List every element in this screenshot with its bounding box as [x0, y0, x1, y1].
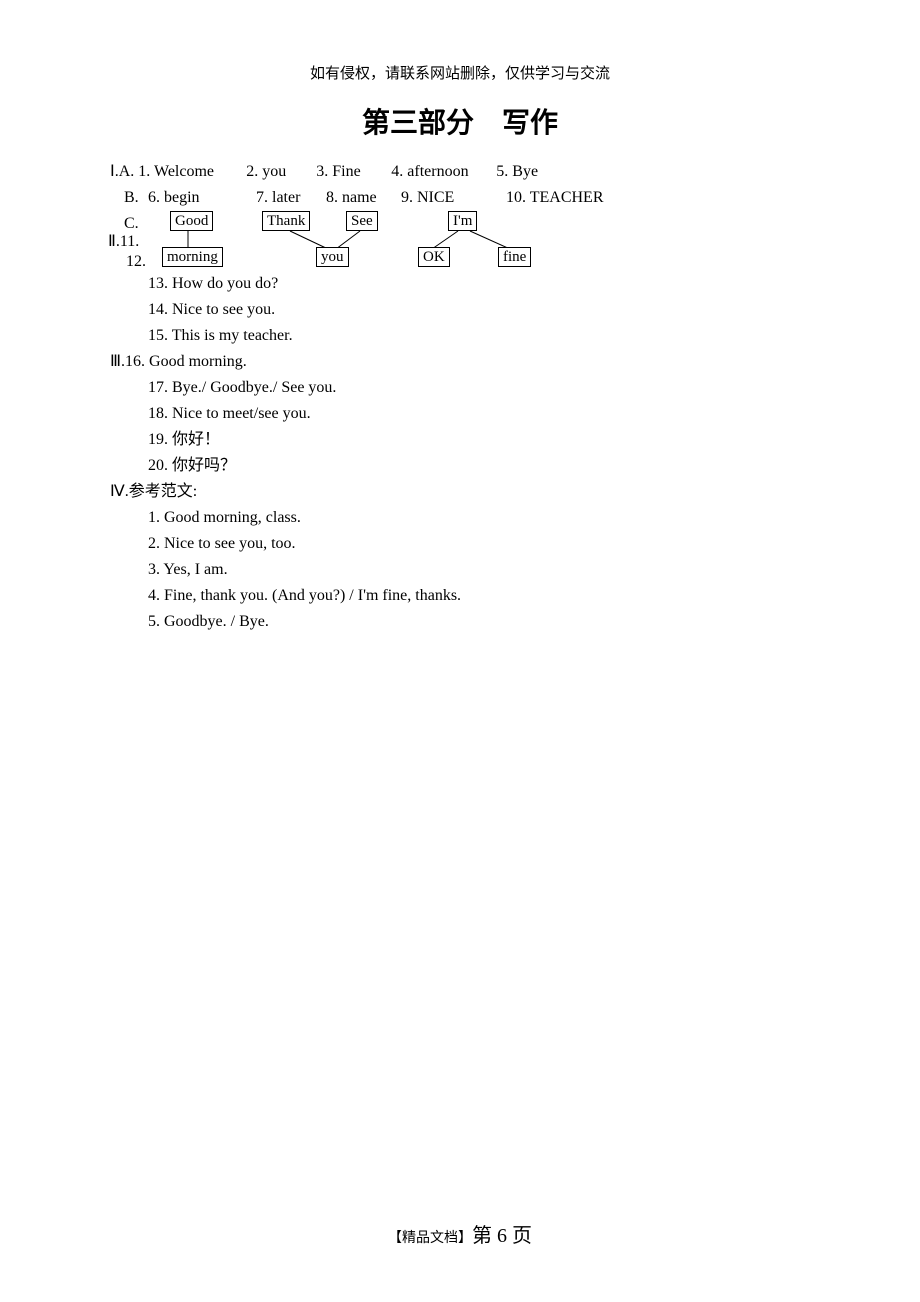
section1-rowA: Ⅰ .A. 1. Welcome 2. you 3. Fine 4. after…	[110, 159, 920, 185]
node-good: Good	[170, 211, 213, 231]
ans-6: 6. begin	[148, 185, 256, 211]
line-19: 19. 你好！	[148, 427, 920, 453]
page-footer: 【精品文档】第 6 页	[0, 1219, 920, 1248]
ans-4: 4. afternoon	[391, 159, 496, 185]
section3-first: Ⅲ.16. Good morning.	[110, 349, 920, 375]
section1-rowB: B. 6. begin 7. later 8. name 9. NICE 10.…	[124, 185, 920, 211]
footer-page: 第 6 页	[472, 1225, 532, 1247]
node-morning: morning	[162, 247, 223, 267]
line-20: 20. 你好吗？	[148, 453, 920, 479]
line-13: 13. How do you do?	[148, 271, 920, 297]
ans-10: 10. TEACHER	[506, 185, 603, 211]
ans-2: 2. you	[246, 159, 316, 185]
node-you: you	[316, 247, 349, 267]
content-body: Ⅰ .A. 1. Welcome 2. you 3. Fine 4. after…	[110, 159, 920, 635]
node-fine: fine	[498, 247, 531, 267]
node-ok: OK	[418, 247, 450, 267]
ans-7: 7. later	[256, 185, 326, 211]
rowB-label: B.	[124, 185, 148, 211]
section4-first: Ⅳ.参考范文:	[110, 479, 920, 505]
line-15: 15. This is my teacher.	[148, 323, 920, 349]
node-thank: Thank	[262, 211, 310, 231]
footer-prefix: 【精品文档】	[388, 1231, 472, 1246]
ans-1: 1. Welcome	[138, 159, 246, 185]
line-iv3: 3. Yes, I am.	[148, 557, 920, 583]
ans-5: 5. Bye	[496, 159, 538, 185]
line-18: 18. Nice to meet/see you.	[148, 401, 920, 427]
ans-8: 8. name	[326, 185, 401, 211]
rowA-label: .A.	[115, 159, 135, 185]
header-note: 如有侵权，请联系网站删除，仅供学习与交流	[0, 0, 920, 83]
ans-9: 9. NICE	[401, 185, 506, 211]
line-iv5: 5. Goodbye. / Bye.	[148, 609, 920, 635]
diagram-row: C. Ⅱ.11. 12. Good morning Thank See you …	[110, 211, 920, 271]
node-im: I'm	[448, 211, 477, 231]
ans-3: 3. Fine	[316, 159, 391, 185]
line-iv2: 2. Nice to see you, too.	[148, 531, 920, 557]
line-14: 14. Nice to see you.	[148, 297, 920, 323]
line-iv4: 4. Fine, thank you. (And you?) / I'm fin…	[148, 583, 920, 609]
line-iv1: 1. Good morning, class.	[148, 505, 920, 531]
page-title: 第三部分 写作	[0, 101, 920, 141]
line-17: 17. Bye./ Goodbye./ See you.	[148, 375, 920, 401]
node-see: See	[346, 211, 378, 231]
